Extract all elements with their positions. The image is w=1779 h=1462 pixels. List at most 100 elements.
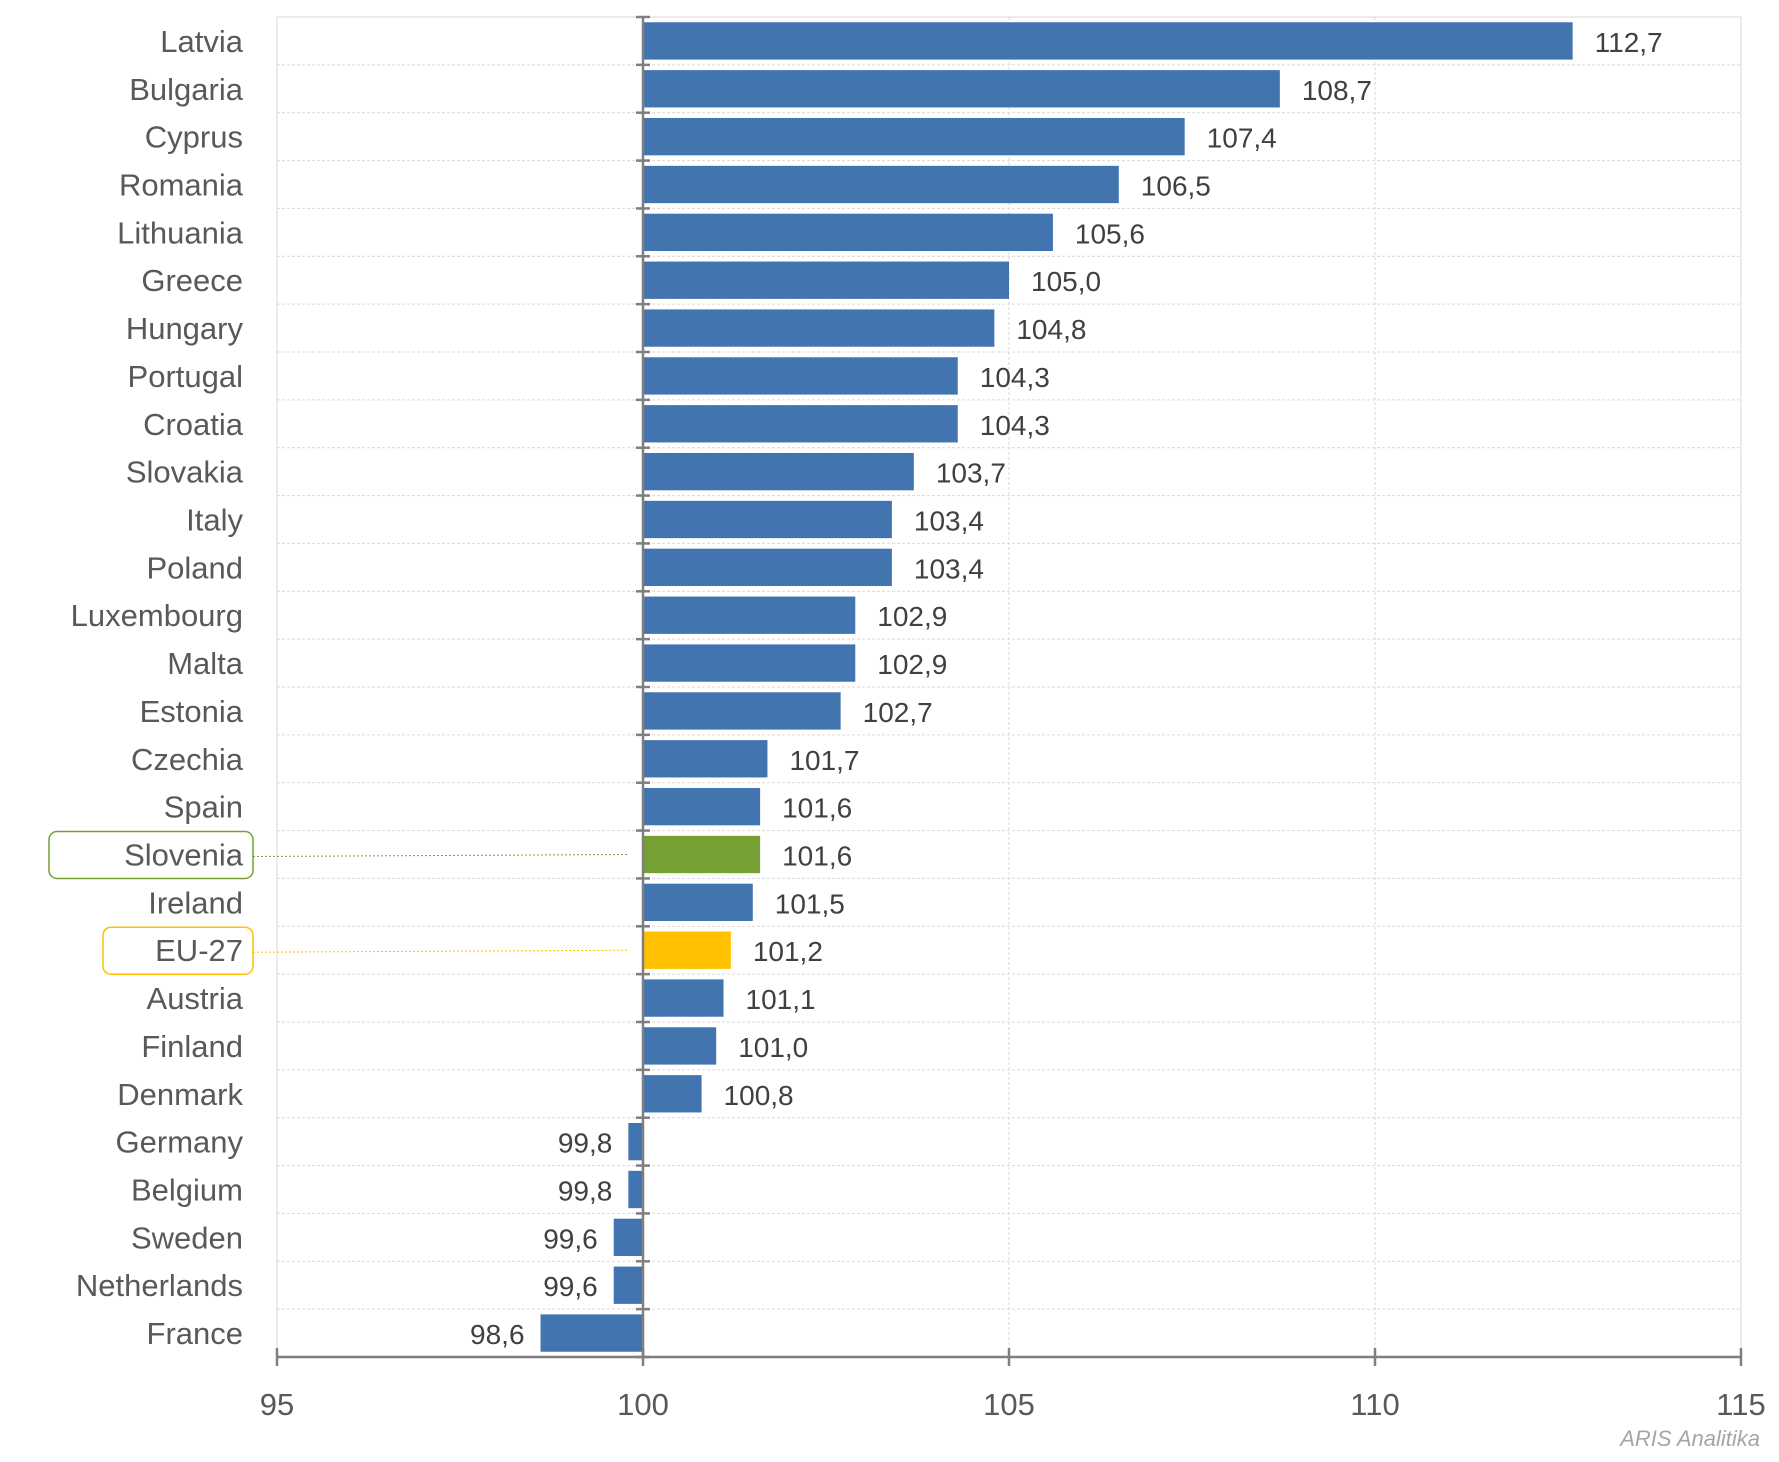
- bar-germany: [628, 1122, 643, 1161]
- category-label-slovakia: Slovakia: [126, 455, 244, 490]
- category-label-malta: Malta: [167, 646, 244, 681]
- category-label-sweden: Sweden: [131, 1220, 243, 1255]
- category-label-slovenia: Slovenia: [124, 838, 244, 873]
- bars: [540, 22, 1573, 1352]
- value-label-netherlands: 99,6: [543, 1271, 598, 1302]
- value-label-czechia: 101,7: [789, 745, 859, 776]
- value-label-hungary: 104,8: [1016, 314, 1086, 345]
- bar-portugal: [643, 357, 958, 395]
- category-label-germany: Germany: [116, 1125, 244, 1160]
- value-label-belgium: 99,8: [558, 1176, 613, 1207]
- value-label-france: 98,6: [470, 1319, 525, 1350]
- highlight-leader-eu-27: [252, 949, 630, 953]
- category-label-france: France: [147, 1316, 243, 1351]
- bar-latvia: [643, 22, 1573, 60]
- value-label-slovenia: 101,6: [782, 841, 852, 872]
- bar-sweden: [613, 1218, 643, 1257]
- bar-belgium: [628, 1170, 643, 1209]
- value-label-estonia: 102,7: [863, 697, 933, 728]
- value-label-portugal: 104,3: [980, 362, 1050, 393]
- highlight-leader-slovenia: [252, 854, 630, 857]
- category-labels: Latvia Bulgaria Cyprus Romania Lithuania Gree…: [71, 24, 244, 1351]
- bar-finland: [643, 1027, 717, 1065]
- x-tick-label: 100: [617, 1387, 669, 1422]
- value-label-poland: 103,4: [914, 553, 984, 584]
- category-label-cyprus: Cyprus: [145, 120, 243, 155]
- value-label-italy: 103,4: [914, 506, 984, 537]
- value-label-cyprus: 107,4: [1207, 123, 1277, 154]
- category-label-ireland: Ireland: [148, 885, 243, 920]
- category-label-denmark: Denmark: [117, 1077, 243, 1112]
- category-label-finland: Finland: [141, 1029, 243, 1064]
- value-label-denmark: 100,8: [724, 1080, 794, 1111]
- bar-hungary: [643, 309, 995, 347]
- value-label-latvia: 112,7: [1595, 27, 1663, 58]
- category-label-portugal: Portugal: [128, 359, 243, 394]
- bar-ireland: [643, 883, 753, 922]
- value-label-lithuania: 105,6: [1075, 218, 1145, 249]
- category-label-hungary: Hungary: [126, 311, 244, 346]
- x-tick-label: 110: [1350, 1387, 1399, 1422]
- bar-slovenia: [643, 835, 761, 874]
- bar-france: [540, 1314, 643, 1352]
- x-tick-label: 115: [1716, 1387, 1765, 1422]
- category-label-bulgaria: Bulgaria: [129, 72, 243, 107]
- highlight-box-eu-27: [102, 926, 254, 975]
- value-label-germany: 99,8: [558, 1128, 613, 1159]
- bar-poland: [643, 548, 892, 587]
- x-tick-label: 105: [983, 1387, 1035, 1422]
- category-label-netherlands: Netherlands: [76, 1268, 243, 1303]
- category-label-spain: Spain: [164, 790, 243, 825]
- category-label-latvia: Latvia: [160, 24, 243, 59]
- bar-netherlands: [613, 1266, 643, 1304]
- category-label-belgium: Belgium: [131, 1173, 243, 1208]
- value-label-finland: 101,0: [738, 1032, 808, 1063]
- category-label-poland: Poland: [146, 550, 243, 585]
- source-note: ARIS Analitika: [1618, 1426, 1760, 1451]
- bar-spain: [643, 787, 761, 826]
- category-label-italy: Italy: [186, 503, 243, 538]
- bar-bulgaria: [643, 70, 1280, 108]
- x-tick-label: 95: [260, 1387, 294, 1422]
- category-label-eu-27: EU-27: [155, 933, 243, 968]
- value-label-greece: 105,0: [1031, 266, 1101, 297]
- value-label-spain: 101,6: [782, 793, 852, 824]
- category-label-greece: Greece: [141, 263, 243, 298]
- bar-czechia: [643, 740, 768, 778]
- value-label-ireland: 101,5: [775, 888, 845, 919]
- category-label-austria: Austria: [147, 981, 244, 1016]
- category-label-romania: Romania: [119, 168, 244, 203]
- axes: 95 100 105 110 115: [260, 15, 1766, 1422]
- category-label-croatia: Croatia: [143, 407, 244, 442]
- value-label-eu-27: 101,2: [753, 936, 823, 967]
- bar-slovakia: [643, 452, 914, 491]
- category-label-estonia: Estonia: [140, 694, 244, 729]
- value-label-romania: 106,5: [1141, 171, 1211, 202]
- highlight-callouts: [48, 830, 630, 975]
- value-label-slovakia: 103,7: [936, 458, 1006, 489]
- value-labels: 112,7 108,7 107,4 106,5 105,6 105,0 104,8 104,3…: [470, 27, 1663, 1350]
- bar-greece: [643, 261, 1009, 299]
- bar-lithuania: [643, 213, 1053, 252]
- bar-italy: [643, 500, 892, 539]
- value-label-malta: 102,9: [877, 649, 947, 680]
- category-label-lithuania: Lithuania: [117, 215, 244, 250]
- value-label-austria: 101,1: [746, 984, 816, 1015]
- bar-austria: [643, 979, 724, 1017]
- category-label-luxembourg: Luxembourg: [71, 598, 243, 633]
- value-label-croatia: 104,3: [980, 410, 1050, 441]
- category-label-czechia: Czechia: [131, 742, 244, 777]
- bar-denmark: [643, 1075, 702, 1113]
- bar-luxembourg: [643, 596, 856, 634]
- value-label-bulgaria: 108,7: [1302, 75, 1372, 106]
- bar-eu-27: [643, 931, 731, 969]
- highlight-box-slovenia: [48, 830, 254, 880]
- bar-cyprus: [643, 117, 1185, 156]
- bar-romania: [643, 165, 1119, 204]
- gridlines: [276, 16, 1742, 1358]
- value-label-luxembourg: 102,9: [877, 601, 947, 632]
- bar-estonia: [643, 692, 841, 730]
- bar-malta: [643, 644, 856, 682]
- bar-croatia: [643, 405, 958, 443]
